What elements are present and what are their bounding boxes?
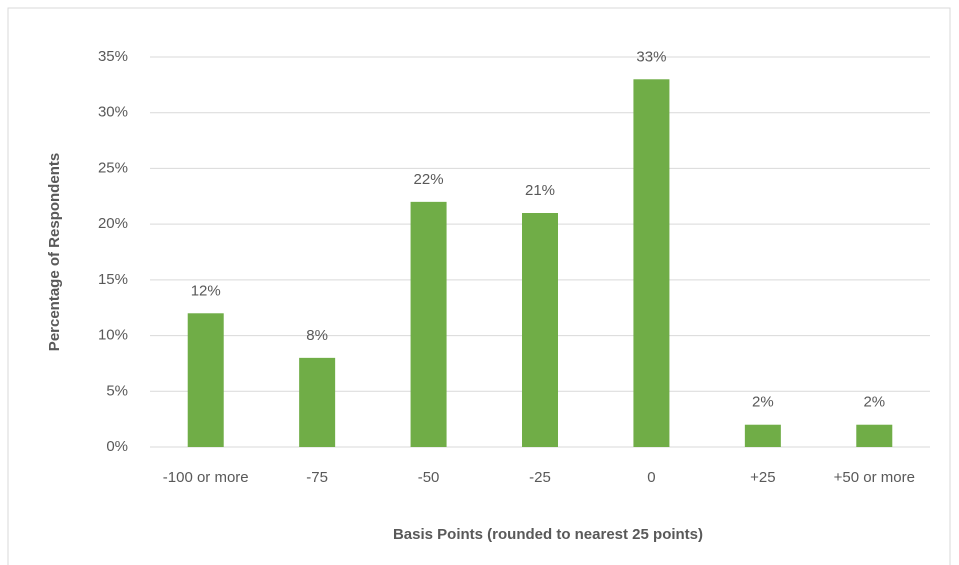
data-label: 12% xyxy=(191,282,221,299)
x-axis-title: Basis Points (rounded to nearest 25 poin… xyxy=(393,526,703,543)
y-tick-label: 35% xyxy=(98,48,128,65)
x-tick-label: 0 xyxy=(647,469,656,486)
y-tick-label: 15% xyxy=(98,271,128,288)
bar xyxy=(744,424,781,447)
y-tick-label: 0% xyxy=(106,438,128,455)
x-tick-label: +25 xyxy=(750,469,776,486)
bar xyxy=(410,201,447,447)
y-tick-label: 30% xyxy=(98,104,128,121)
data-label: 2% xyxy=(863,394,885,411)
chart-border xyxy=(7,7,951,565)
x-tick-label: +50 or more xyxy=(833,469,915,486)
bar xyxy=(522,213,558,447)
bar xyxy=(633,79,670,448)
bar xyxy=(299,357,336,447)
data-label: 8% xyxy=(306,327,328,344)
x-tick-label: -25 xyxy=(529,469,551,486)
data-label: 21% xyxy=(525,182,555,199)
y-tick-label: 25% xyxy=(98,159,128,176)
y-tick-label: 10% xyxy=(98,327,128,344)
y-tick-label: 5% xyxy=(106,382,128,399)
data-label: 33% xyxy=(636,48,666,65)
data-label: 2% xyxy=(752,394,774,411)
data-label: 22% xyxy=(414,171,444,188)
x-tick-label: -50 xyxy=(417,469,440,486)
bar xyxy=(187,313,224,447)
x-tick-label: -100 or more xyxy=(162,469,249,486)
y-tick-label: 20% xyxy=(98,215,128,232)
x-tick-label: -75 xyxy=(306,469,328,486)
bar xyxy=(856,424,893,447)
y-axis-title: Percentage of Respondents xyxy=(46,153,63,351)
